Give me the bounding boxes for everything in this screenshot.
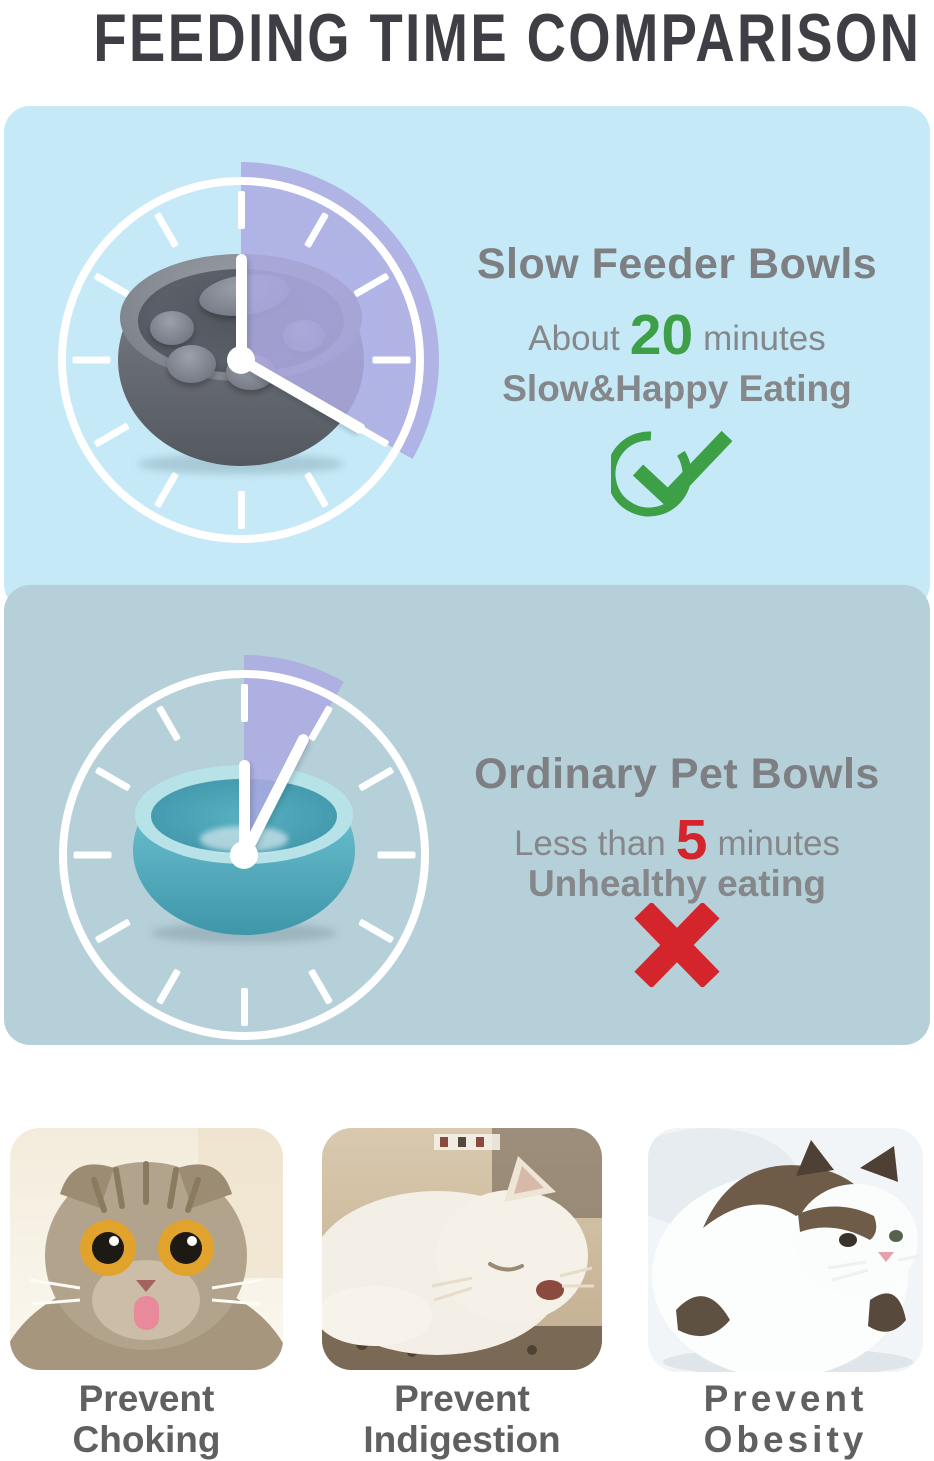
clock-tick [72, 356, 110, 364]
tagline-wrap: Unhealthy eating [444, 863, 910, 905]
time-value: 20 [629, 303, 694, 367]
panel-heading-wrap: Slow Feeder Bowls [444, 240, 910, 289]
caption-line: Prevent [394, 1378, 530, 1419]
benefit-card-choking [10, 1128, 283, 1370]
time-suffix: minutes [703, 319, 826, 358]
cross-icon [634, 901, 720, 989]
clock-5-minutes [44, 655, 444, 1055]
time-prefix: About [528, 319, 620, 358]
clock-ring [59, 670, 429, 1040]
caption-line: Obesity [703, 1419, 868, 1460]
tagline: Slow&Happy Eating [502, 368, 852, 409]
clock-20-minutes [43, 162, 439, 558]
caption-line: Choking [72, 1419, 221, 1460]
clock-tick [377, 851, 415, 859]
benefit-caption-choking: Prevent Choking [10, 1378, 283, 1460]
clock-tick [240, 684, 248, 722]
clock-tick [240, 988, 248, 1026]
panel-ordinary-bowls: Ordinary Pet Bowls Less than 5 minutes Unh… [4, 585, 930, 1055]
panel-heading: Slow Feeder Bowls [476, 240, 878, 288]
check-icon [606, 430, 733, 517]
tagline: Unhealthy eating [527, 863, 827, 904]
time-suffix: minutes [717, 824, 841, 863]
clock-tick [237, 191, 245, 229]
caption-line: Indigestion [363, 1419, 561, 1460]
cat-photo-fat-cat [648, 1128, 923, 1372]
time-value: 5 [675, 808, 708, 872]
panel-heading-wrap: Ordinary Pet Bowls [444, 750, 910, 799]
clock-center-dot [227, 346, 255, 374]
panel-slow-feeder: Slow Feeder Bowls About 20 minutes Slow&Ha… [4, 106, 930, 610]
page-title: FEEDING TIME COMPARISON [93, 0, 922, 76]
cat-photo-surprised-tabby [10, 1128, 283, 1370]
verdict-wrap [444, 416, 910, 545]
feeding-time-line: Less than 5 minutes [444, 807, 910, 873]
clock-tick [237, 491, 245, 529]
hour-hand [235, 254, 247, 360]
clock-center-dot [230, 841, 258, 869]
feeding-time-line: About 20 minutes [444, 302, 910, 368]
caption-line: Prevent [703, 1378, 868, 1419]
panel-heading: Ordinary Pet Bowls [474, 750, 880, 798]
clock-tick [372, 356, 410, 364]
tagline-wrap: Slow&Happy Eating [444, 368, 910, 410]
cat-photo-sleeping-cat [322, 1128, 602, 1370]
benefit-caption-obesity: Prevent Obesity [648, 1378, 923, 1460]
benefit-card-obesity [648, 1128, 923, 1372]
hour-hand [238, 760, 250, 855]
caption-line: Prevent [78, 1378, 215, 1419]
benefit-caption-indigestion: Prevent Indigestion [322, 1378, 602, 1460]
clock-tick [73, 851, 111, 859]
clock-ring [58, 177, 424, 543]
benefit-card-indigestion [322, 1128, 602, 1370]
time-prefix: Less than [513, 824, 666, 863]
verdict-wrap [444, 901, 910, 992]
